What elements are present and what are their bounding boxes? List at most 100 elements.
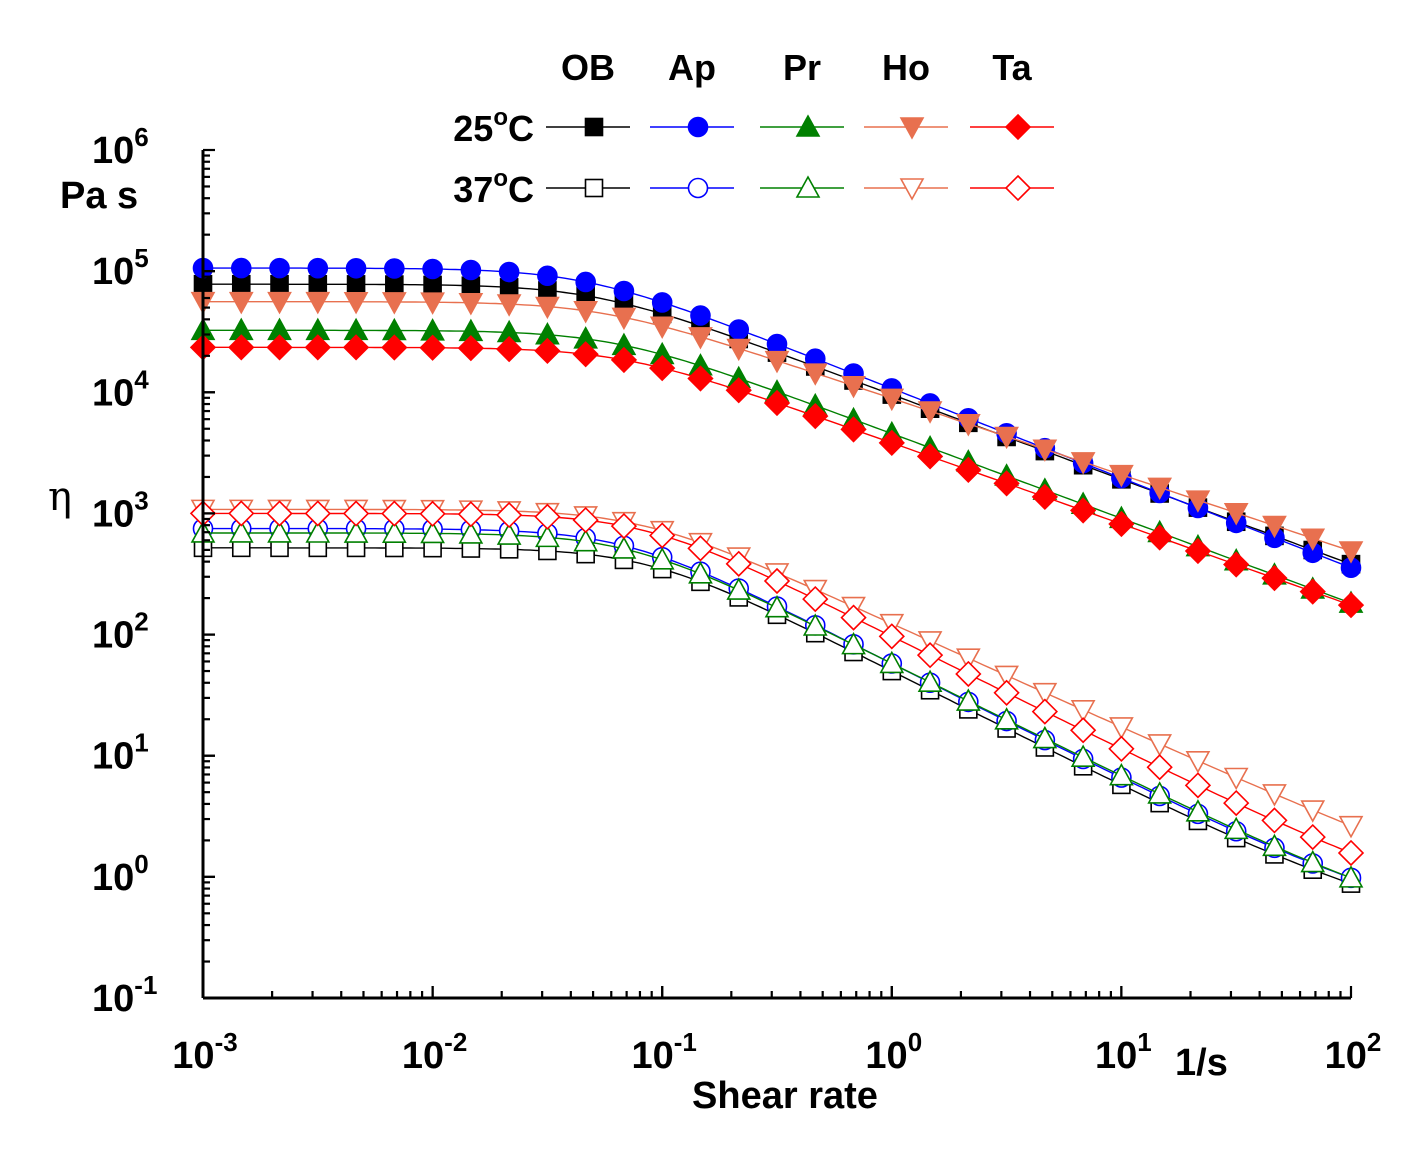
data-point — [687, 365, 714, 392]
y-tick-label: 106 — [92, 122, 149, 172]
data-point — [802, 613, 828, 636]
series-ho-25 — [190, 291, 1364, 564]
data-point — [228, 520, 254, 543]
data-point — [878, 623, 905, 650]
data-point — [994, 665, 1019, 689]
data-point — [1070, 717, 1097, 744]
data-point — [1338, 815, 1364, 839]
data-point — [230, 257, 252, 279]
legend-item-ta-25 — [970, 113, 1054, 141]
data-point — [496, 522, 522, 545]
data-point — [802, 402, 829, 430]
legend-item-ta-37 — [970, 174, 1054, 202]
data-point — [878, 429, 905, 457]
data-point — [458, 293, 484, 316]
data-point — [690, 305, 711, 326]
data-point — [420, 292, 445, 315]
data-point — [611, 307, 637, 331]
data-point — [917, 669, 943, 693]
axes: 10-1 100 101 102 103 104 105 106 10-3 10-2 10-1 100… — [92, 122, 1381, 1077]
data-point — [840, 416, 867, 443]
data-point — [687, 535, 714, 562]
data-point — [840, 604, 867, 631]
legend-item-ho-25 — [864, 117, 948, 140]
data-point — [1109, 762, 1134, 786]
data-point — [1223, 816, 1249, 840]
y-axis-label: η — [48, 474, 72, 520]
data-point — [228, 500, 255, 527]
data-point — [1262, 833, 1287, 857]
data-point — [419, 334, 446, 361]
data-point — [764, 350, 790, 374]
data-point — [994, 426, 1019, 450]
data-point — [1146, 524, 1173, 551]
data-point — [1031, 483, 1058, 511]
x-axis-unit: 1/s — [1175, 1042, 1228, 1084]
data-point — [1338, 865, 1364, 888]
data-point — [1109, 717, 1134, 740]
series-ta-37 — [189, 500, 1365, 867]
data-point — [381, 500, 408, 527]
data-point — [496, 294, 522, 317]
data-point — [649, 547, 675, 570]
legend-column-ap: Ap — [668, 47, 716, 88]
data-point — [1300, 849, 1326, 873]
data-point — [1146, 754, 1173, 781]
data-point — [342, 334, 370, 361]
x-tick-label: 10-3 — [172, 1027, 237, 1077]
legend-marker — [795, 114, 821, 137]
y-tick-label: 104 — [92, 364, 149, 414]
data-point — [1223, 767, 1249, 791]
legend-column-ho: Ho — [882, 47, 930, 88]
data-point — [266, 500, 293, 527]
data-point — [916, 642, 944, 669]
legend-item-pr-25 — [760, 114, 844, 137]
data-point — [535, 524, 560, 548]
data-point — [534, 503, 561, 530]
data-point — [572, 506, 599, 534]
data-point — [266, 334, 293, 361]
legend-marker — [1004, 174, 1032, 202]
data-point — [1300, 800, 1326, 823]
data-point — [725, 377, 752, 404]
data-point — [1185, 490, 1211, 513]
legend-row-37: 37oC — [453, 165, 534, 210]
data-point — [1262, 784, 1287, 807]
data-point — [228, 334, 255, 361]
data-point — [537, 265, 558, 287]
series-pr-37 — [190, 520, 1364, 888]
data-point — [1223, 503, 1249, 526]
data-point — [1261, 564, 1288, 592]
series-line — [203, 283, 1352, 565]
legend-item-pr-37 — [760, 175, 844, 198]
data-point — [955, 660, 982, 688]
y-tick-label: 100 — [92, 849, 149, 899]
data-point — [267, 520, 292, 543]
data-point — [955, 648, 981, 671]
data-point — [610, 512, 638, 540]
data-point — [1337, 839, 1365, 867]
data-point — [269, 257, 290, 279]
data-point — [573, 528, 599, 552]
legend-marker — [687, 177, 709, 199]
data-point — [1262, 515, 1287, 539]
data-point — [1223, 789, 1250, 817]
legend-marker — [899, 178, 925, 201]
data-point — [1032, 682, 1058, 706]
data-point — [457, 501, 484, 528]
data-point — [916, 443, 944, 470]
data-point — [1070, 497, 1097, 524]
data-point — [1184, 772, 1212, 799]
data-point — [343, 520, 369, 543]
data-point — [381, 334, 408, 361]
data-point — [879, 388, 905, 412]
data-point — [307, 257, 329, 279]
x-tick-label: 10-2 — [402, 1027, 467, 1077]
data-point — [458, 521, 484, 544]
data-point — [1147, 477, 1173, 501]
data-point — [496, 501, 523, 529]
data-point — [649, 354, 676, 382]
tick-labels: 10-1 100 101 102 103 104 105 106 10-3 10-2 10-1 100… — [92, 122, 1381, 1077]
data-point — [802, 585, 829, 613]
y-tick-label: 10-1 — [92, 970, 157, 1020]
